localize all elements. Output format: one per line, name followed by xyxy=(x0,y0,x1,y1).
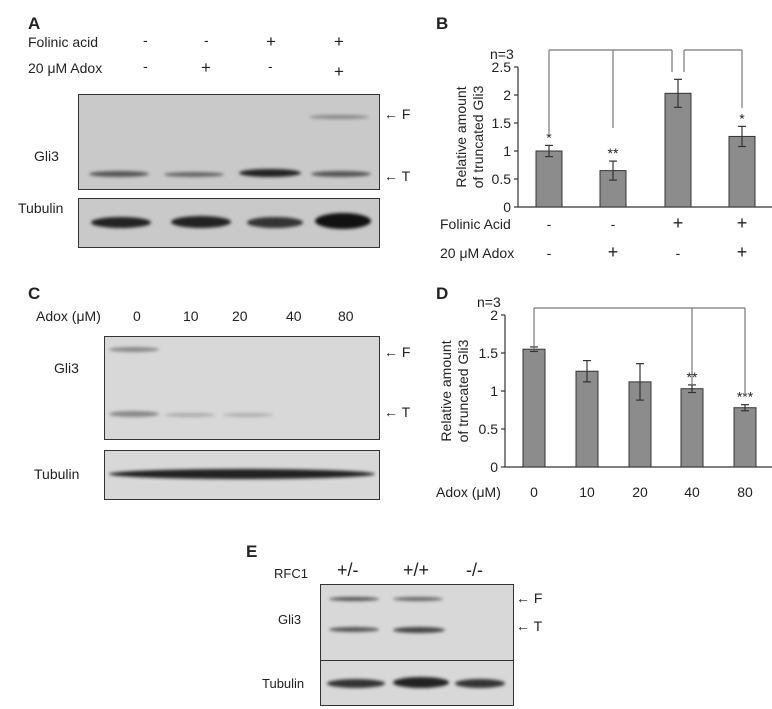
y-tick-label: 1 xyxy=(490,383,498,399)
cond-a: + xyxy=(334,62,344,81)
marker-f: F xyxy=(401,344,411,360)
marker-t: T xyxy=(401,168,411,184)
arrow-t-a: ← T xyxy=(384,168,411,184)
marker-t: T xyxy=(401,404,411,420)
adox-conc: 80 xyxy=(338,308,354,324)
cond-a: - xyxy=(204,32,209,48)
significance-marker: * xyxy=(739,110,745,126)
adox-label-c: Adox (μM) xyxy=(36,308,101,324)
y-tick-label: 1.5 xyxy=(479,345,499,361)
y-tick-label: 2 xyxy=(490,307,498,323)
x-tick-label: 10 xyxy=(579,484,595,500)
x-tick-label: 80 xyxy=(737,484,753,500)
y-axis-label: Relative amountof truncated Gli3 xyxy=(438,339,471,442)
n-annotation: n=3 xyxy=(477,294,501,310)
panel-b-letter: B xyxy=(436,14,449,33)
condition-label: 20 μM Adox xyxy=(440,245,514,261)
y-axis-label: Relative amountof truncated Gli3 xyxy=(453,85,486,188)
x-axis-label: Adox (μM) xyxy=(436,484,501,500)
arrow-t-c: ← T xyxy=(384,404,411,420)
adox-conc: 0 xyxy=(133,308,141,324)
y-tick-label: 0 xyxy=(490,459,498,475)
condition-value: + xyxy=(673,213,684,233)
condition-value: + xyxy=(737,242,748,262)
condition-label: Folinic Acid xyxy=(440,216,511,232)
y-tick-label: 1 xyxy=(503,143,511,159)
condition-value: - xyxy=(547,245,552,261)
arrow-f-e: ← F xyxy=(516,590,543,606)
tubulin-blot-e xyxy=(320,660,514,706)
adox-conc: 10 xyxy=(183,308,199,324)
x-tick-label: 0 xyxy=(530,484,538,500)
y-tick-label: 0.5 xyxy=(492,171,512,187)
condition-value: - xyxy=(676,245,681,261)
rfc1-label: RFC1 xyxy=(274,566,308,581)
y-tick-label: 1.5 xyxy=(492,115,512,131)
n-annotation: n=3 xyxy=(490,46,514,62)
tubulin-label-c: Tubulin xyxy=(34,466,80,482)
cond-a: - xyxy=(143,58,148,74)
cond-a: + xyxy=(334,32,344,51)
panel-e-letter: E xyxy=(246,542,258,561)
bar xyxy=(733,407,757,468)
panel-d-letter: D xyxy=(436,284,449,303)
tubulin-blot-a xyxy=(78,198,380,248)
cond-a: + xyxy=(201,58,211,77)
bar xyxy=(728,135,756,208)
significance-marker: *** xyxy=(737,389,754,405)
condition-value: - xyxy=(611,216,616,232)
significance-marker: ** xyxy=(608,145,619,161)
bar xyxy=(535,150,563,208)
y-tick-label: 0 xyxy=(503,199,511,215)
gli3-blot-a xyxy=(78,94,380,190)
genotype: +/+ xyxy=(403,560,430,580)
adox-label: 20 μM Adox xyxy=(28,60,103,76)
cond-a: - xyxy=(268,58,273,74)
panel-a-letter: A xyxy=(28,14,41,33)
arrow-f-a: ← F xyxy=(384,106,411,122)
gli3-label-e: Gli3 xyxy=(278,612,302,627)
arrow-f-c: ← F xyxy=(384,344,411,360)
bar xyxy=(664,92,692,208)
genotype: +/- xyxy=(337,560,359,580)
bar xyxy=(575,370,599,468)
gli3-label-c: Gli3 xyxy=(54,360,79,376)
marker-f: F xyxy=(401,106,411,122)
cond-a: - xyxy=(143,32,148,48)
tubulin-blot-c xyxy=(104,450,380,500)
x-tick-label: 40 xyxy=(684,484,700,500)
folinic-acid-label: Folinic acid xyxy=(28,34,99,50)
cond-a: + xyxy=(266,32,276,51)
adox-conc: 40 xyxy=(286,308,302,324)
condition-value: - xyxy=(547,216,552,232)
y-tick-label: 0.5 xyxy=(479,421,499,437)
y-tick-label: 2.5 xyxy=(492,59,512,75)
condition-value: + xyxy=(608,242,619,262)
panel-c-letter: C xyxy=(28,284,41,303)
tubulin-label-a: Tubulin xyxy=(18,200,64,216)
gli3-label-a: Gli3 xyxy=(34,148,59,164)
condition-value: + xyxy=(737,213,748,233)
marker-t: T xyxy=(533,618,543,634)
adox-conc: 20 xyxy=(232,308,248,324)
y-tick-label: 2 xyxy=(503,87,511,103)
marker-f: F xyxy=(533,590,543,606)
genotype: -/- xyxy=(466,560,483,580)
significance-marker: * xyxy=(546,129,552,145)
gli3-blot-c xyxy=(104,336,380,440)
bar xyxy=(522,348,546,468)
bar xyxy=(680,388,704,468)
arrow-t-e: ← T xyxy=(516,618,543,634)
x-tick-label: 20 xyxy=(632,484,648,500)
tubulin-label-e: Tubulin xyxy=(262,676,305,691)
